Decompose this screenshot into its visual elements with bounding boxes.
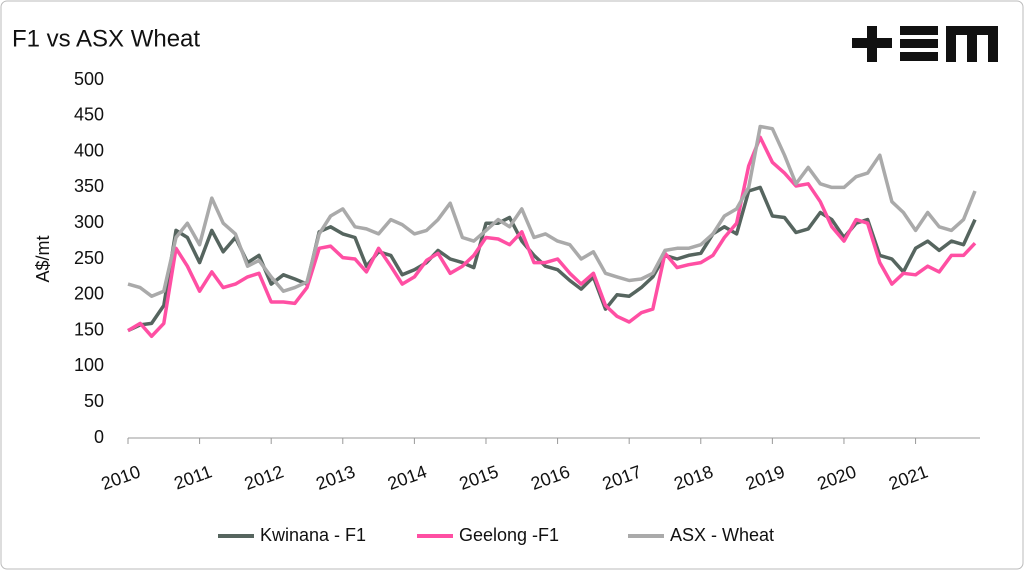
y-tick-label: 500	[74, 69, 104, 89]
series-line	[127, 135, 977, 339]
y-tick-label: 450	[74, 105, 104, 125]
legend-label: ASX - Wheat	[670, 525, 774, 545]
series-line	[127, 185, 977, 333]
y-tick-label: 0	[94, 427, 104, 447]
y-tick-label: 350	[74, 176, 104, 196]
chart-title: F1 vs ASX Wheat	[12, 25, 200, 52]
y-tick-label: 50	[84, 391, 104, 411]
y-tick-label: 300	[74, 212, 104, 232]
legend-label: Kwinana - F1	[260, 525, 366, 545]
y-tick-label: 150	[74, 319, 104, 339]
y-axis-label: A$/mt	[33, 235, 53, 282]
y-tick-label: 100	[74, 355, 104, 375]
y-tick-label: 400	[74, 140, 104, 160]
logo	[852, 26, 998, 62]
y-tick-label: 250	[74, 248, 104, 268]
series-line	[127, 124, 977, 298]
legend-label: Geelong -F1	[459, 525, 559, 545]
y-tick-label: 200	[74, 284, 104, 304]
